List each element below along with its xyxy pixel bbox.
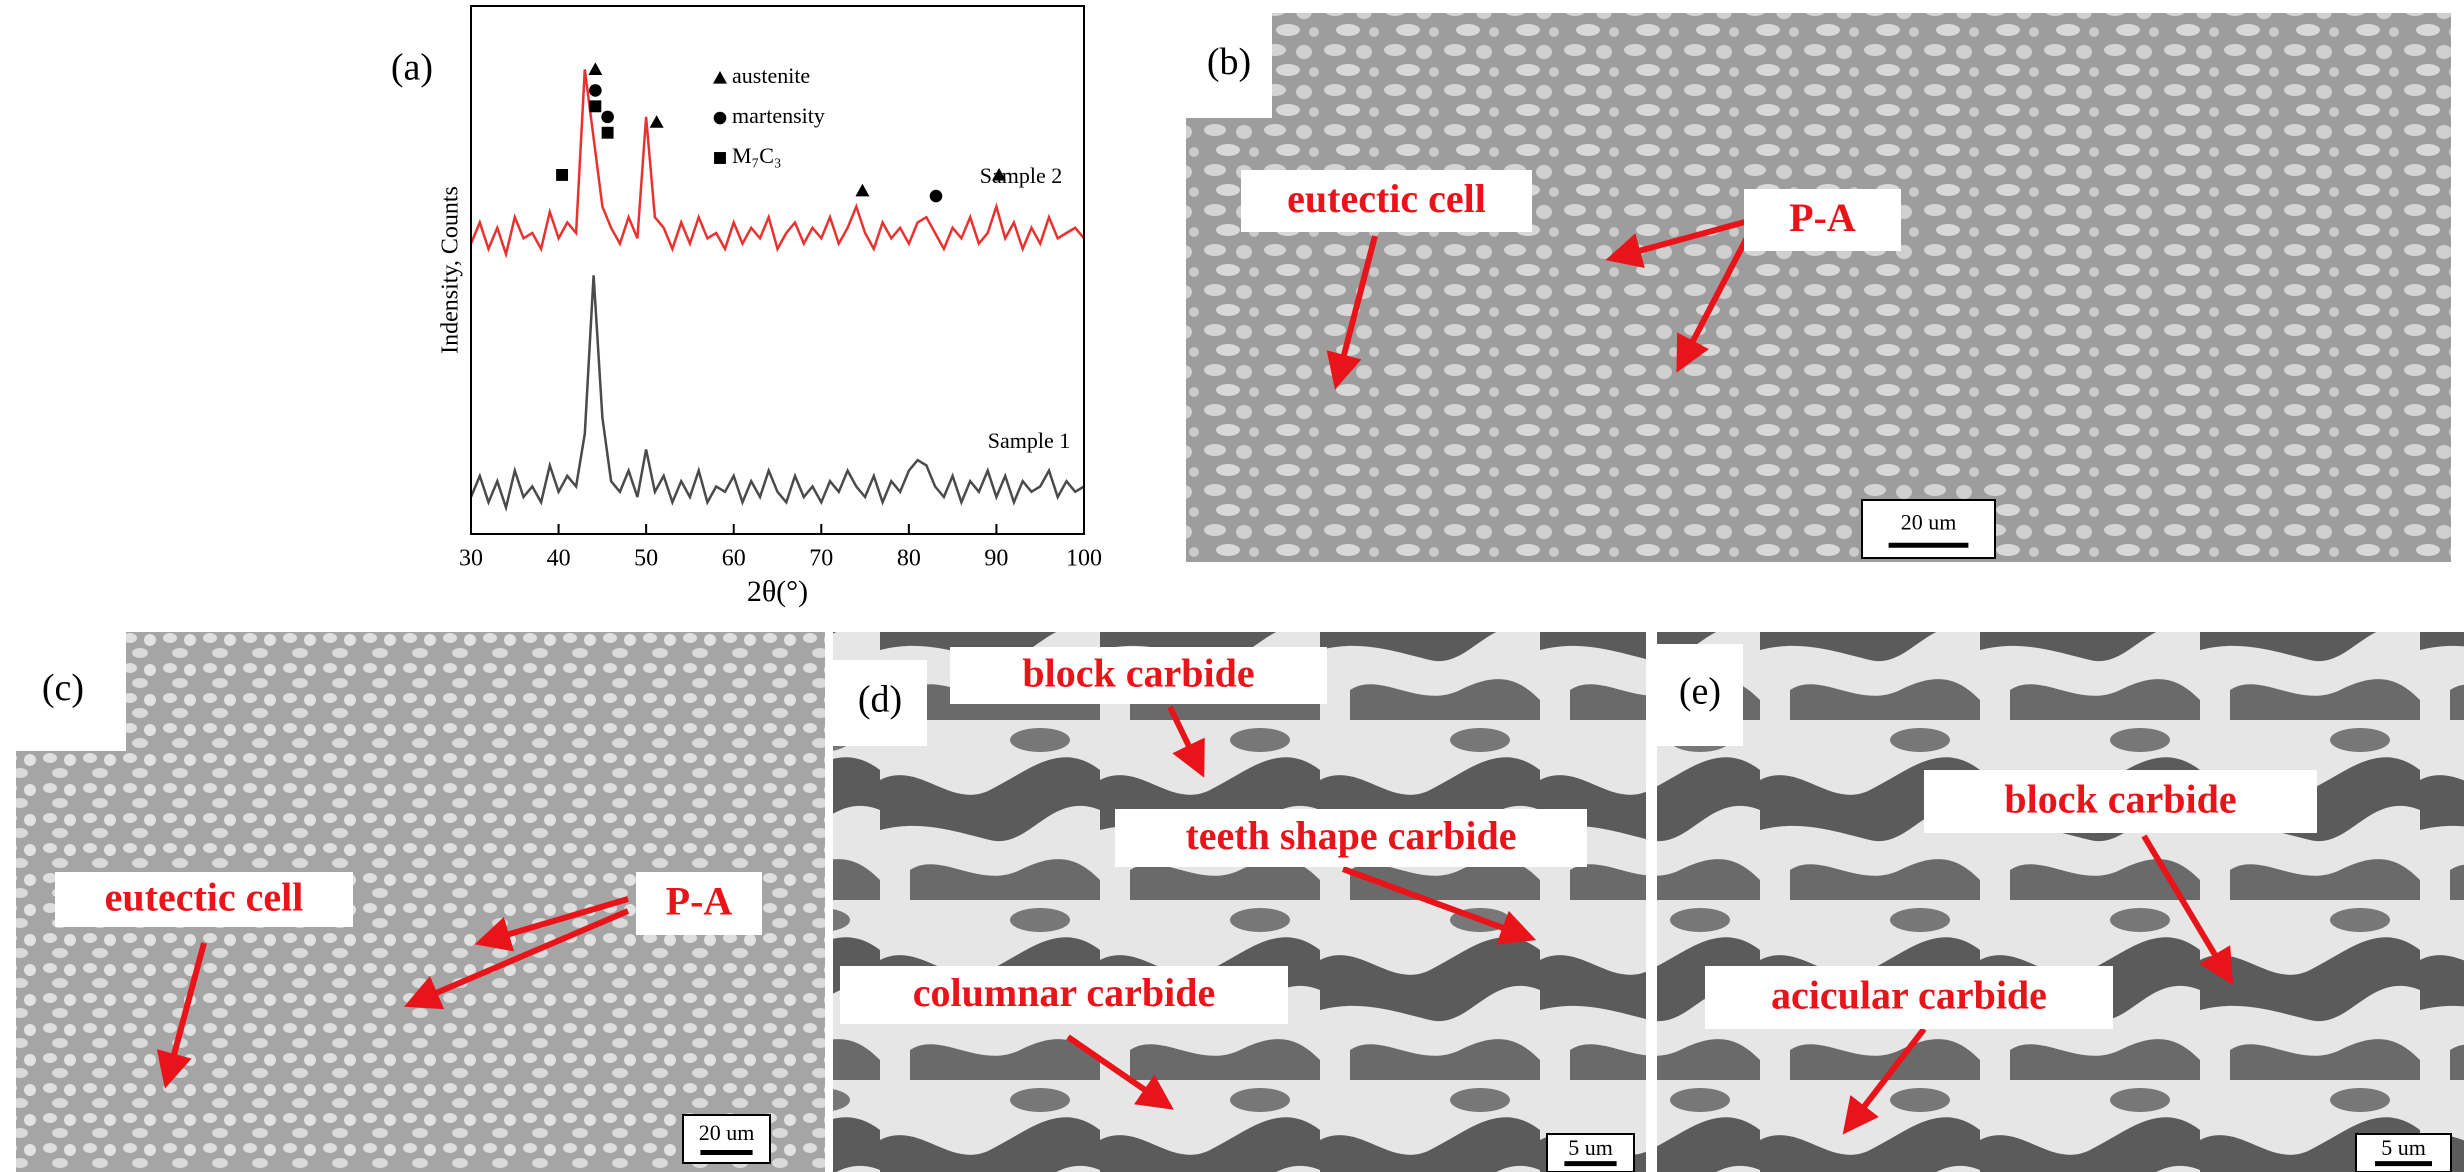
x-tick-label: 100 <box>1066 546 1102 572</box>
legend-label: M₇C₃ <box>732 143 782 168</box>
phase-marker <box>930 190 943 203</box>
micrograph <box>1186 13 2451 562</box>
scale-bar-label: 20 um <box>699 1120 755 1145</box>
phase-marker <box>588 62 602 75</box>
series-line <box>471 275 1084 507</box>
legend-symbol <box>714 112 727 125</box>
micrographs: (b) eutectic cell P-A 20 um (c) eutectic cell… <box>0 13 2464 1172</box>
scale-bar-label: 5 um <box>2381 1135 2426 1160</box>
series-label: Sample 1 <box>988 428 1071 453</box>
legend-label: austenite <box>732 63 810 88</box>
panel-label: (b) <box>1207 41 1251 83</box>
phase-marker <box>650 115 664 128</box>
legend-label: martensity <box>732 103 825 128</box>
annotation: acicular carbide <box>1771 973 2047 1018</box>
x-tick-label: 90 <box>984 546 1008 572</box>
xrd-chart: (a) 30 40 50 60 70 80 90 100 2θ(°) Indensity, Coun… <box>391 6 1102 608</box>
y-axis-label: Indensity, Counts <box>438 186 464 354</box>
panel-label: (c) <box>42 667 84 709</box>
panel-label: (d) <box>858 679 902 721</box>
phase-marker <box>601 111 614 124</box>
scale-bar-label: 20 um <box>1901 509 1957 534</box>
x-tick-label: 50 <box>634 546 658 572</box>
annotation: eutectic cell <box>105 875 304 920</box>
micrograph <box>1657 632 2464 1172</box>
x-tick-label: 60 <box>722 546 746 572</box>
annotation: block carbide <box>1022 651 1254 696</box>
panel-label: (e) <box>1679 671 1721 713</box>
x-tick-label: 70 <box>809 546 833 572</box>
phase-marker <box>855 184 869 197</box>
scale-bar-label: 5 um <box>1568 1135 1613 1160</box>
annotation: eutectic cell <box>1287 176 1486 221</box>
annotation: columnar carbide <box>913 970 1216 1015</box>
x-tick-label: 40 <box>547 546 571 572</box>
panel-label: (a) <box>391 47 433 89</box>
phase-marker <box>589 100 601 112</box>
phase-marker <box>602 127 614 139</box>
legend-symbol <box>713 71 727 84</box>
x-tick-label: 30 <box>459 546 483 572</box>
figure: (a) 30 40 50 60 70 80 90 100 2θ(°) Indensity, Coun… <box>0 0 2464 1172</box>
phase-marker <box>589 84 602 97</box>
micrograph <box>833 632 1646 1172</box>
annotation: teeth shape carbide <box>1185 813 1516 858</box>
phase-marker <box>556 169 568 181</box>
series-label: Sample 2 <box>980 163 1063 188</box>
x-axis-label: 2θ(°) <box>747 575 808 608</box>
x-tick-label: 80 <box>897 546 921 572</box>
legend-symbol <box>714 152 726 164</box>
annotation: P-A <box>1789 195 1856 240</box>
annotation: block carbide <box>2004 777 2236 822</box>
annotation: P-A <box>666 879 733 924</box>
